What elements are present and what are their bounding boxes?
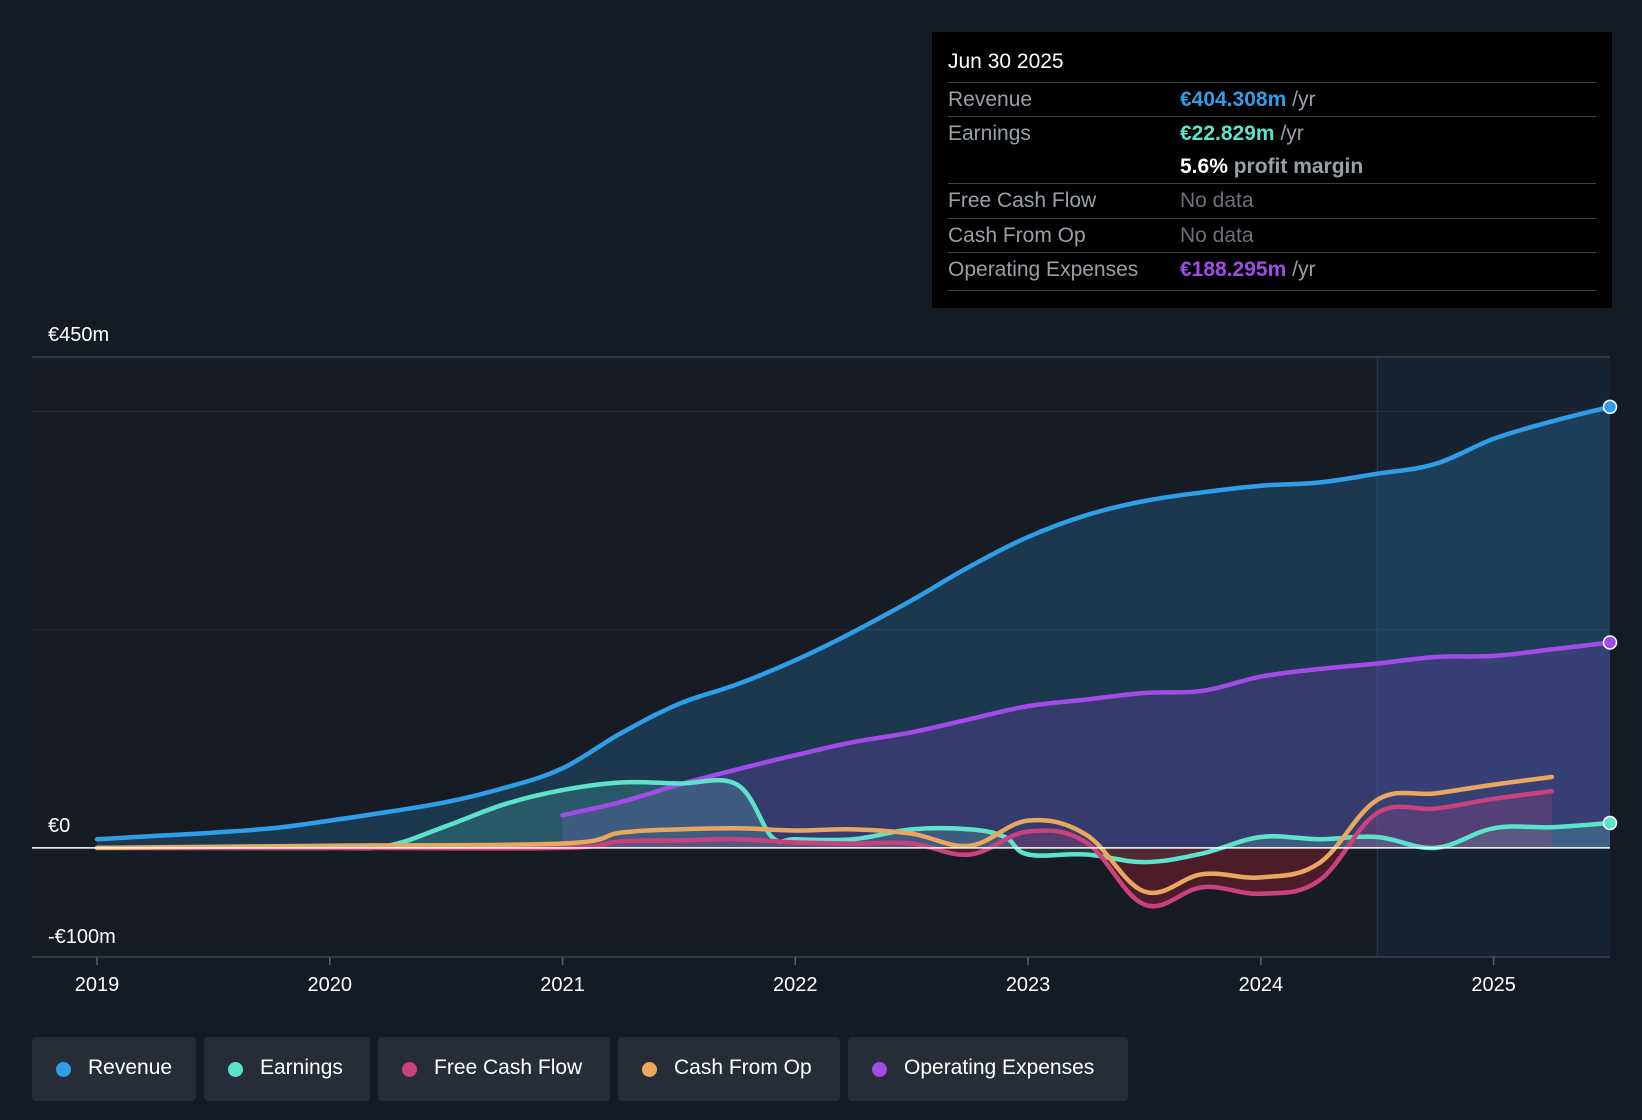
tooltip-earnings-value: €22.829m bbox=[1180, 122, 1275, 145]
x-tick-label: 2022 bbox=[773, 974, 818, 996]
x-tick-label: 2023 bbox=[1006, 974, 1051, 996]
tooltip-panel: Jun 30 2025 Revenue €404.308m /yr Earnin… bbox=[932, 32, 1612, 308]
y-tick-label: -€100m bbox=[48, 926, 116, 948]
legend-dot-icon bbox=[56, 1062, 71, 1077]
x-tick-label: 2019 bbox=[75, 974, 120, 996]
tooltip-divider bbox=[948, 290, 1596, 291]
tooltip-earnings-value-wrap: €22.829m /yr bbox=[1180, 122, 1304, 146]
legend-label-cash-from-op: Cash From Op bbox=[674, 1056, 812, 1079]
x-tick-label: 2020 bbox=[308, 974, 353, 996]
revenue-area-positive bbox=[97, 406, 1610, 847]
tooltip-row-fcf: Free Cash Flow No data bbox=[948, 183, 1596, 218]
operating-expenses-area bbox=[562, 642, 1610, 847]
financial-chart: €450m €0 -€100m 2019 2020 2021 2022 2023 2024 20… bbox=[32, 324, 1618, 996]
tooltip-date: Jun 30 2025 bbox=[948, 50, 1064, 73]
operating-expenses-end-marker bbox=[1602, 635, 1618, 650]
operating-expenses-line bbox=[560, 640, 1610, 818]
revenue-end-marker bbox=[1602, 399, 1618, 415]
revenue-line bbox=[94, 404, 1610, 842]
legend-item-free-cash-flow[interactable]: Free Cash Flow bbox=[378, 1037, 610, 1101]
tooltip-row-revenue: Revenue €404.308m /yr bbox=[948, 82, 1596, 117]
tooltip-opex-value: €188.295m bbox=[1180, 258, 1287, 281]
plot-background bbox=[32, 357, 1610, 957]
tooltip-margin-wrap: 5.6% profit margin bbox=[1180, 155, 1363, 179]
tooltip-fcf-label: Free Cash Flow bbox=[948, 189, 1097, 212]
tooltip-revenue-unit: /yr bbox=[1292, 88, 1316, 111]
tooltip-earnings-unit: /yr bbox=[1280, 122, 1304, 145]
tooltip-earnings-label: Earnings bbox=[948, 122, 1031, 145]
tooltip-row-cfo: Cash From Op No data bbox=[948, 218, 1596, 253]
cash-from-op-line bbox=[94, 774, 1555, 896]
tooltip-margin-value: 5.6% bbox=[1180, 155, 1228, 178]
legend-dot-icon bbox=[872, 1062, 887, 1077]
legend-dot-icon bbox=[228, 1062, 243, 1077]
legend-label-free-cash-flow: Free Cash Flow bbox=[434, 1056, 583, 1079]
x-tick-label: 2024 bbox=[1239, 974, 1284, 996]
tooltip-revenue-label: Revenue bbox=[948, 88, 1033, 111]
tooltip-row-opex: Operating Expenses €188.295m /yr bbox=[948, 252, 1596, 287]
legend-label-earnings: Earnings bbox=[260, 1056, 343, 1079]
legend-item-operating-expenses[interactable]: Operating Expenses bbox=[848, 1037, 1128, 1101]
x-tick-label: 2025 bbox=[1471, 974, 1516, 996]
legend-label-operating-expenses: Operating Expenses bbox=[904, 1056, 1095, 1079]
tooltip-opex-unit: /yr bbox=[1292, 258, 1316, 281]
tooltip-margin-label: profit margin bbox=[1233, 155, 1364, 178]
earnings-end-marker bbox=[1602, 815, 1618, 831]
legend-label-revenue: Revenue bbox=[88, 1056, 173, 1079]
legend-item-cash-from-op[interactable]: Cash From Op bbox=[618, 1037, 840, 1101]
tooltip-opex-value-wrap: €188.295m /yr bbox=[1180, 258, 1315, 282]
legend-dot-icon bbox=[642, 1062, 657, 1077]
tooltip-row-earnings: Earnings €22.829m /yr 5.6% profit margin bbox=[948, 116, 1596, 183]
tooltip-revenue-value: €404.308m bbox=[1180, 88, 1287, 111]
legend-item-revenue[interactable]: Revenue bbox=[32, 1037, 196, 1101]
x-tick-label: 2021 bbox=[540, 974, 585, 996]
tooltip-cfo-label: Cash From Op bbox=[948, 224, 1086, 247]
y-tick-label: €0 bbox=[48, 815, 70, 837]
tooltip-opex-label: Operating Expenses bbox=[948, 258, 1139, 281]
revenue-area bbox=[97, 406, 1610, 847]
tooltip-fcf-value: No data bbox=[1180, 189, 1254, 212]
legend-item-earnings[interactable]: Earnings bbox=[204, 1037, 370, 1101]
legend-dot-icon bbox=[402, 1062, 417, 1077]
operating-expenses-area-positive bbox=[562, 642, 1610, 847]
tooltip-revenue-value-wrap: €404.308m /yr bbox=[1180, 88, 1315, 112]
tooltip-cfo-value: No data bbox=[1180, 224, 1254, 247]
y-tick-label: €450m bbox=[48, 324, 109, 346]
